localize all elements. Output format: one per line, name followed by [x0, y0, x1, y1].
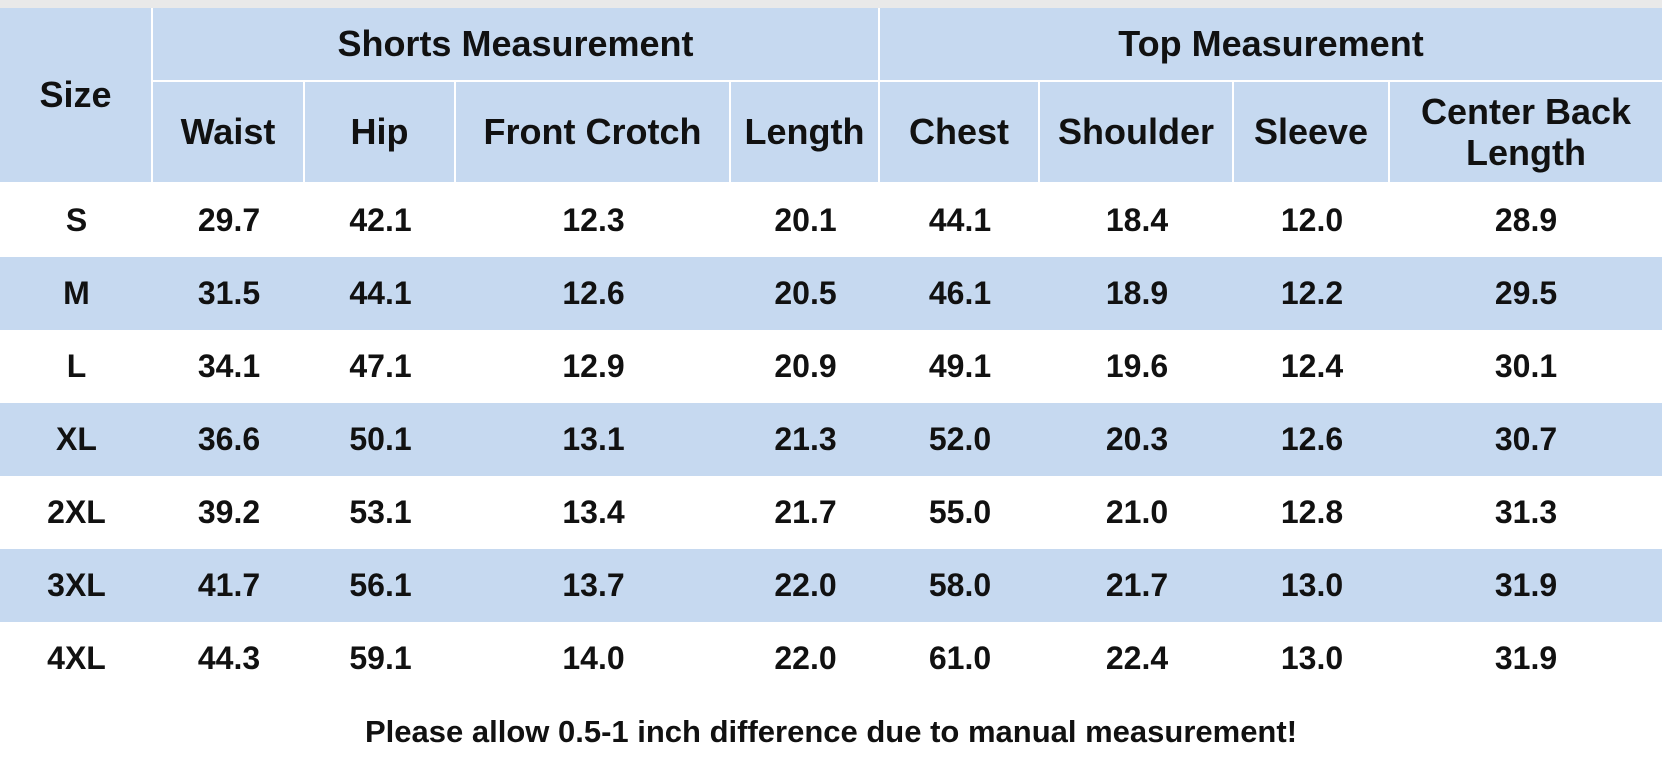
measurement: 20.5	[731, 257, 880, 330]
measurement: 12.9	[456, 330, 731, 403]
measurement: 31.3	[1390, 476, 1662, 549]
measurement: 20.9	[731, 330, 880, 403]
measurement: 58.0	[880, 549, 1040, 622]
size-label: L	[0, 330, 153, 403]
measurement: 18.9	[1040, 257, 1234, 330]
measurement: 31.9	[1390, 622, 1662, 695]
measurement: 52.0	[880, 403, 1040, 476]
measurement: 12.4	[1234, 330, 1390, 403]
column-header: Front Crotch	[456, 82, 729, 182]
measurement: 13.0	[1234, 549, 1390, 622]
measurement: 53.1	[305, 476, 456, 549]
measurement: 22.4	[1040, 622, 1234, 695]
measurement: 12.3	[456, 184, 731, 257]
measurement: 13.7	[456, 549, 731, 622]
measurement: 12.6	[1234, 403, 1390, 476]
measurement: 31.9	[1390, 549, 1662, 622]
measurement: 28.9	[1390, 184, 1662, 257]
measurement: 21.7	[1040, 549, 1234, 622]
measurement: 41.7	[153, 549, 305, 622]
group-header: Shorts Measurement	[153, 8, 878, 80]
measurement: 44.1	[305, 257, 456, 330]
measurement: 30.7	[1390, 403, 1662, 476]
column-header: Shoulder	[1040, 82, 1232, 182]
column-header: Chest	[880, 82, 1038, 182]
top-band	[0, 0, 1662, 8]
size-label: 3XL	[0, 549, 153, 622]
measurement: 55.0	[880, 476, 1040, 549]
measurement: 47.1	[305, 330, 456, 403]
measurement: 29.5	[1390, 257, 1662, 330]
measurement: 12.8	[1234, 476, 1390, 549]
measurement: 30.1	[1390, 330, 1662, 403]
measurement: 49.1	[880, 330, 1040, 403]
measurement: 21.3	[731, 403, 880, 476]
measurement: 50.1	[305, 403, 456, 476]
measurement: 13.1	[456, 403, 731, 476]
size-header: Size	[0, 8, 151, 182]
measurement: 12.6	[456, 257, 731, 330]
measurement: 19.6	[1040, 330, 1234, 403]
size-label: 4XL	[0, 622, 153, 695]
measurement: 46.1	[880, 257, 1040, 330]
measurement: 44.3	[153, 622, 305, 695]
measurement: 13.4	[456, 476, 731, 549]
measurement: 13.0	[1234, 622, 1390, 695]
size-label: 2XL	[0, 476, 153, 549]
size-label: XL	[0, 403, 153, 476]
measurement: 20.1	[731, 184, 880, 257]
measurement: 18.4	[1040, 184, 1234, 257]
column-header: Length	[731, 82, 878, 182]
size-label: S	[0, 184, 153, 257]
measurement: 56.1	[305, 549, 456, 622]
measurement: 42.1	[305, 184, 456, 257]
column-header: Sleeve	[1234, 82, 1388, 182]
measurement: 36.6	[153, 403, 305, 476]
measurement: 21.7	[731, 476, 880, 549]
footnote: Please allow 0.5-1 inch difference due t…	[364, 713, 1298, 749]
column-header: Hip	[305, 82, 454, 182]
measurement: 21.0	[1040, 476, 1234, 549]
column-header: Waist	[153, 82, 303, 182]
measurement: 12.0	[1234, 184, 1390, 257]
measurement: 34.1	[153, 330, 305, 403]
measurement: 29.7	[153, 184, 305, 257]
measurement: 61.0	[880, 622, 1040, 695]
group-header: Top Measurement	[880, 8, 1662, 80]
measurement: 20.3	[1040, 403, 1234, 476]
measurement: 39.2	[153, 476, 305, 549]
size-label: M	[0, 257, 153, 330]
measurement: 59.1	[305, 622, 456, 695]
measurement: 22.0	[731, 549, 880, 622]
measurement: 22.0	[731, 622, 880, 695]
measurement: 12.2	[1234, 257, 1390, 330]
measurement: 14.0	[456, 622, 731, 695]
measurement: 44.1	[880, 184, 1040, 257]
measurement: 31.5	[153, 257, 305, 330]
column-header: Center Back Length	[1390, 82, 1662, 182]
